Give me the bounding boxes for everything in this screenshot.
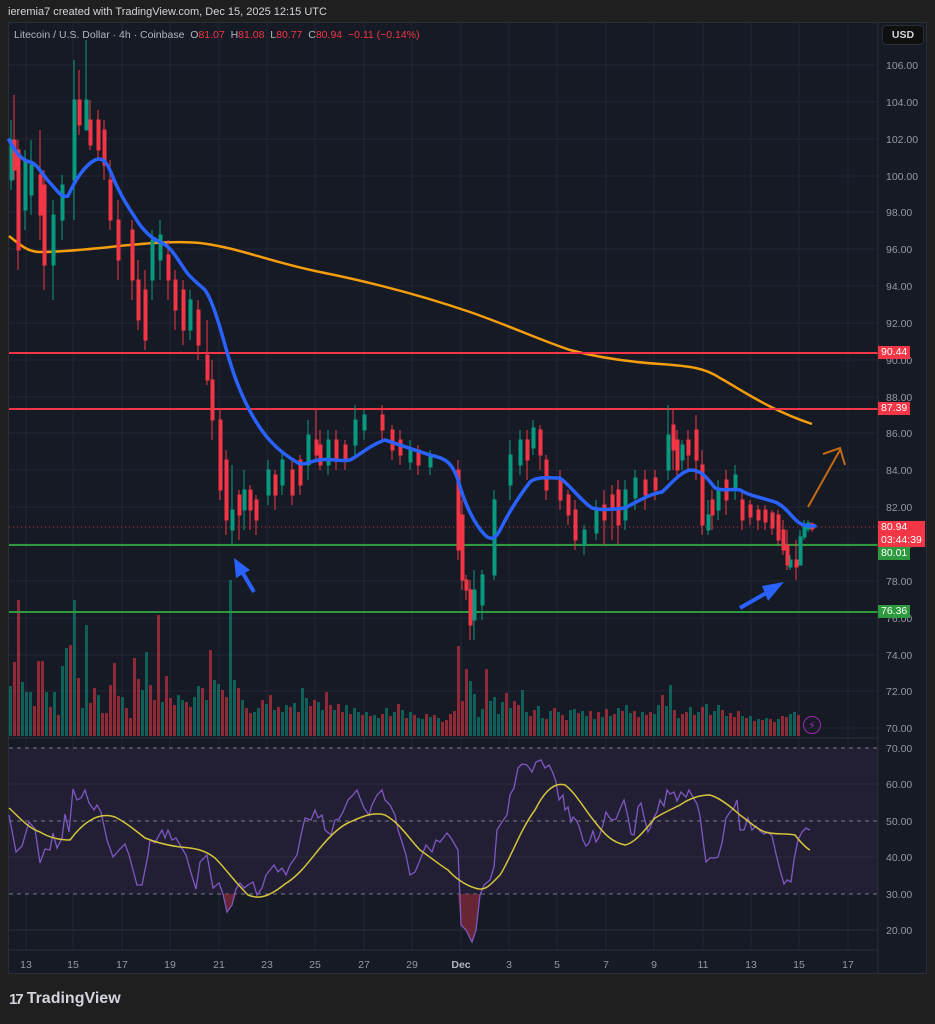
- svg-text:70.00: 70.00: [886, 743, 912, 755]
- svg-text:102.00: 102.00: [886, 134, 918, 146]
- svg-text:72.00: 72.00: [886, 686, 912, 698]
- svg-text:20.00: 20.00: [886, 925, 912, 937]
- x-tick: 29: [406, 959, 418, 971]
- tradingview-wordmark: TradingView: [26, 990, 121, 1007]
- support-tag-76-36: 76.36: [878, 605, 911, 618]
- high-label: H: [230, 29, 239, 41]
- x-tick: 11: [697, 959, 709, 971]
- svg-text:78.00: 78.00: [886, 576, 912, 588]
- ema-fast-line: [7, 138, 817, 540]
- rsi-oversold-fill-2: [458, 894, 480, 942]
- rsi-bands: [9, 747, 878, 895]
- svg-text:88.00: 88.00: [886, 392, 912, 404]
- close-value: 80.94: [315, 29, 343, 41]
- arrow-blue-nov21-icon: [234, 558, 256, 594]
- symbol-title: Litecoin / U.S. Dollar · 4h · Coinbase: [14, 29, 185, 41]
- rsi-line: [8, 759, 811, 944]
- svg-text:82.00: 82.00: [886, 502, 912, 514]
- x-tick: 25: [309, 959, 321, 971]
- ema-slow-line: [8, 235, 813, 426]
- x-tick: 17: [842, 959, 854, 971]
- x-tick: 13: [745, 959, 757, 971]
- lightning-icon[interactable]: ⚡: [803, 716, 821, 734]
- x-tick: 5: [554, 959, 560, 971]
- rsi-ma-line: [8, 783, 811, 898]
- svg-text:30.00: 30.00: [886, 889, 912, 901]
- x-tick: 15: [793, 959, 805, 971]
- svg-text:92.00: 92.00: [886, 318, 912, 330]
- x-tick: 7: [603, 959, 609, 971]
- open-label: O: [190, 29, 199, 41]
- svg-text:86.00: 86.00: [886, 428, 912, 440]
- svg-text:70.00: 70.00: [886, 723, 912, 735]
- x-tick-month: Dec: [451, 959, 471, 971]
- x-tick: 17: [116, 959, 128, 971]
- svg-text:106.00: 106.00: [886, 60, 918, 72]
- change-value: −0.11 (−0.14%): [347, 29, 420, 41]
- current-price-tag: 80.94 03:44:39: [878, 521, 925, 547]
- svg-text:60.00: 60.00: [886, 779, 912, 791]
- x-tick: 21: [213, 959, 225, 971]
- currency-button[interactable]: USD: [882, 25, 924, 45]
- symbol-legend: Litecoin / U.S. Dollar · 4h · Coinbase O…: [14, 29, 420, 41]
- rsi-grid: [9, 783, 878, 931]
- price-axis: 106.00 104.00 102.00 100.00 98.00 96.00 94.…: [886, 60, 918, 735]
- volume-bars: [9, 580, 800, 736]
- x-tick: 9: [651, 959, 657, 971]
- x-tick: 15: [67, 959, 79, 971]
- current-price-value: 80.94: [881, 521, 908, 533]
- x-tick: 3: [506, 959, 512, 971]
- support-tag-80-01: 80.01: [878, 547, 911, 560]
- open-value: 81.07: [198, 29, 225, 41]
- high-value: 81.08: [238, 29, 265, 41]
- svg-text:40.00: 40.00: [886, 852, 912, 864]
- svg-text:98.00: 98.00: [886, 207, 912, 219]
- x-tick: 19: [164, 959, 176, 971]
- svg-text:94.00: 94.00: [886, 281, 912, 293]
- tradingview-mark-icon: 17: [9, 990, 24, 1008]
- resistance-tag-90-44: 90.44: [878, 346, 911, 359]
- candlesticks: [9, 40, 815, 640]
- low-value: 80.77: [276, 29, 303, 41]
- x-tick: 13: [20, 959, 32, 971]
- resistance-tag-87-39: 87.39: [878, 402, 911, 415]
- arrow-orange-projection-icon: [807, 446, 846, 508]
- tradingview-logo[interactable]: 17 TradingView: [9, 990, 121, 1008]
- svg-text:100.00: 100.00: [886, 171, 918, 183]
- rsi-axis: 70.00 60.00 50.00 40.00 30.00 20.00: [886, 743, 912, 937]
- close-label: C: [308, 29, 316, 41]
- low-label: L: [270, 29, 277, 41]
- arrow-blue-dec14-icon: [739, 582, 784, 610]
- svg-text:84.00: 84.00: [886, 465, 912, 477]
- svg-text:104.00: 104.00: [886, 97, 918, 109]
- svg-text:74.00: 74.00: [886, 650, 912, 662]
- x-tick: 23: [261, 959, 273, 971]
- chart-caption: ieremia7 created with TradingView.com, D…: [8, 6, 327, 18]
- x-tick: 27: [358, 959, 370, 971]
- svg-text:96.00: 96.00: [886, 244, 912, 256]
- candle-countdown: 03:44:39: [881, 534, 922, 546]
- svg-text:50.00: 50.00: [886, 816, 912, 828]
